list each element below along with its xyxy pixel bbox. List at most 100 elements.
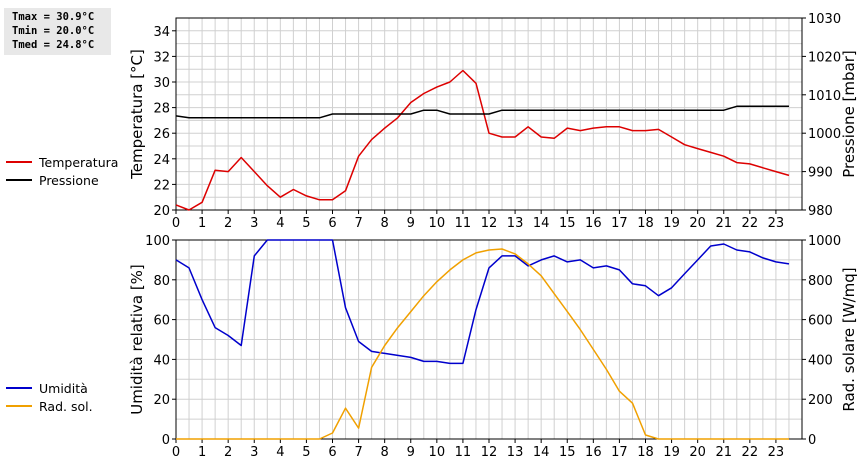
panel2-xtick-label: 17 xyxy=(611,445,628,460)
panel2-ytick-label: 40 xyxy=(153,353,170,368)
legend-label-solar: Rad. sol. xyxy=(39,398,93,414)
panel1-y2tick-label: 980 xyxy=(808,204,833,219)
panel1-ytick-label: 28 xyxy=(153,102,170,117)
panel1-ytick-label: 22 xyxy=(153,178,170,193)
panel1-ytick-label: 32 xyxy=(153,50,170,65)
panel2-xtick-label: 23 xyxy=(768,445,785,460)
panel2-xtick-label: 22 xyxy=(742,445,759,460)
panel1-xtick-label: 2 xyxy=(224,216,232,231)
panel1-ytick-label: 30 xyxy=(153,76,170,91)
panel2-xtick-label: 19 xyxy=(663,445,680,460)
panel1-series-secondary-line xyxy=(175,105,789,119)
panel1-xtick-label: 7 xyxy=(354,216,362,231)
panel1-xtick-label: 13 xyxy=(507,216,524,231)
panel2-xtick-label: 6 xyxy=(328,445,336,460)
panel2-xtick-label: 1 xyxy=(198,445,206,460)
panel1-ytick-label: 34 xyxy=(153,25,170,40)
legend-swatch-humidity xyxy=(6,387,32,389)
panel1-ytick-label: 20 xyxy=(153,204,170,219)
legend-label-humidity: Umidità xyxy=(39,380,88,396)
panel2-ytick-label: 20 xyxy=(153,393,170,408)
panel1-xtick-label: 3 xyxy=(250,216,258,231)
panel2-xtick-label: 0 xyxy=(172,445,180,460)
panel2-xtick-label: 7 xyxy=(354,445,362,460)
panel1-xtick-label: 8 xyxy=(381,216,389,231)
legend-label-temperature: Temperatura xyxy=(39,154,119,170)
panel2-xtick-label: 12 xyxy=(481,445,498,460)
panel1-y2label: Pressione [mbar] xyxy=(840,50,858,178)
panel2-ytick-label: 60 xyxy=(153,314,170,329)
panel1-y2tick-label: 1000 xyxy=(808,127,841,142)
panel2-series-primary-line xyxy=(175,239,790,365)
panel1-series-primary-line xyxy=(175,69,790,211)
tmax-label: Tmax = 30.9°C xyxy=(12,11,95,23)
panel2-y2label: Rad. solare [W/mq] xyxy=(840,267,858,411)
panel2-ytick-label: 80 xyxy=(153,274,170,289)
legend-item-humidity: Umidità xyxy=(6,379,93,397)
legend-label-pressure: Pressione xyxy=(39,172,99,188)
panel2-xtick-label: 16 xyxy=(585,445,602,460)
panel1-ytick-label: 26 xyxy=(153,127,170,142)
panel1-xtick-label: 0 xyxy=(172,216,180,231)
panel2-xtick-label: 13 xyxy=(507,445,524,460)
legend-top: Temperatura Pressione xyxy=(6,153,118,189)
panel1-xtick-label: 6 xyxy=(328,216,336,231)
panel1-y2tick-label: 990 xyxy=(808,166,833,181)
panel1-ylabel: Temperatura [°C] xyxy=(128,49,146,180)
panel2-xtick-label: 14 xyxy=(533,445,550,460)
legend-bottom: Umidità Rad. sol. xyxy=(6,379,93,415)
panel2-y2tick-label: 1000 xyxy=(808,234,841,249)
panel1-y2tick-label: 1010 xyxy=(808,89,841,104)
legend-swatch-solar xyxy=(6,405,32,407)
panel2-ylabel: Umidità relativa [%] xyxy=(128,264,146,415)
panel1-xtick-label: 21 xyxy=(715,216,732,231)
panel1-ytick-label: 24 xyxy=(153,153,170,168)
panel1-xtick-label: 5 xyxy=(302,216,310,231)
panel1-xtick-label: 17 xyxy=(611,216,628,231)
panel1-y2tick-label: 1030 xyxy=(808,12,841,27)
panel2-y2tick-label: 0 xyxy=(808,433,816,448)
panel2-xtick-label: 2 xyxy=(224,445,232,460)
panel1-xtick-label: 10 xyxy=(429,216,446,231)
panel1-xtick-label: 19 xyxy=(663,216,680,231)
panel2-xtick-label: 18 xyxy=(637,445,654,460)
panel2-series-secondary-line xyxy=(176,248,789,440)
panel1-xtick-label: 23 xyxy=(768,216,785,231)
panel1-xtick-label: 15 xyxy=(559,216,576,231)
panel1-xtick-label: 1 xyxy=(198,216,206,231)
panel2-y2tick-label: 200 xyxy=(808,393,833,408)
legend-item-solar: Rad. sol. xyxy=(6,397,93,415)
panel2-xtick-label: 10 xyxy=(429,445,446,460)
tmin-label: Tmin = 20.0°C xyxy=(12,25,95,37)
panel2-xtick-label: 4 xyxy=(276,445,284,460)
panel2-xtick-label: 3 xyxy=(250,445,258,460)
panel2-xtick-label: 21 xyxy=(715,445,732,460)
legend-item-pressure: Pressione xyxy=(6,171,118,189)
panel2-xtick-label: 15 xyxy=(559,445,576,460)
panel2-ytick-label: 0 xyxy=(162,433,170,448)
panel2-y2tick-label: 800 xyxy=(808,274,833,289)
panel2-xtick-label: 20 xyxy=(689,445,706,460)
panel2-xtick-label: 9 xyxy=(407,445,415,460)
stats-box: Tmax = 30.9°C Tmin = 20.0°C Tmed = 24.8°… xyxy=(4,8,111,55)
panel2-xtick-label: 5 xyxy=(302,445,310,460)
panel1-xtick-label: 16 xyxy=(585,216,602,231)
panel1-xtick-label: 12 xyxy=(481,216,498,231)
panel1-xtick-label: 4 xyxy=(276,216,284,231)
panel1-y2tick-label: 1020 xyxy=(808,50,841,65)
panel1-xtick-label: 9 xyxy=(407,216,415,231)
tmed-label: Tmed = 24.8°C xyxy=(12,39,95,51)
panel2-y2tick-label: 400 xyxy=(808,353,833,368)
panel1-xtick-label: 18 xyxy=(637,216,654,231)
panel2-ytick-label: 100 xyxy=(145,234,170,249)
legend-swatch-pressure xyxy=(6,179,32,181)
legend-item-temperature: Temperatura xyxy=(6,153,118,171)
panel1-xtick-label: 20 xyxy=(689,216,706,231)
panel2-xtick-label: 8 xyxy=(381,445,389,460)
panel1-xtick-label: 14 xyxy=(533,216,550,231)
legend-swatch-temperature xyxy=(6,161,32,163)
panel1-xtick-label: 22 xyxy=(742,216,759,231)
panel2-y2tick-label: 600 xyxy=(808,314,833,329)
panel1-xtick-label: 11 xyxy=(455,216,472,231)
